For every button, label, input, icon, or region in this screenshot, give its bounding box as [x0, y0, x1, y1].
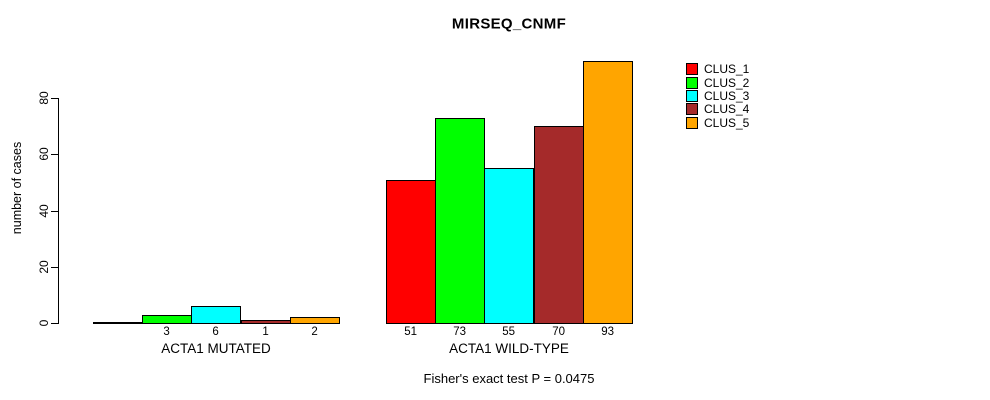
y-tick-label: 40	[37, 203, 51, 218]
bar-clus_5	[290, 317, 340, 324]
group-label: ACTA1 MUTATED	[161, 341, 271, 356]
legend-swatch-icon	[686, 63, 698, 76]
bar-value-label: 1	[262, 326, 269, 338]
y-axis-line	[58, 98, 59, 324]
legend-item: CLUS_2	[686, 75, 750, 90]
legend-item: CLUS_1	[686, 62, 750, 77]
bar-clus_4	[534, 126, 584, 324]
y-tick-label: 80	[37, 91, 51, 105]
bar-value-label: 93	[601, 326, 614, 338]
bar-clus_5	[583, 61, 633, 324]
bar-clus_1	[93, 322, 143, 324]
y-tick-mark	[51, 323, 58, 324]
y-tick-label: 0	[37, 319, 51, 327]
bar-value-label: 73	[453, 326, 466, 338]
y-tick-mark	[51, 154, 58, 156]
bar-clus_2	[435, 117, 485, 324]
legend-swatch-icon	[686, 103, 698, 116]
y-tick-mark	[51, 266, 58, 268]
bar-clus_3	[191, 306, 241, 324]
legend-item: CLUS_5	[686, 115, 750, 130]
bar-clus_2	[142, 314, 192, 324]
legend-label: CLUS_5	[704, 115, 750, 130]
bar-value-label: 6	[212, 326, 219, 338]
y-tick-mark	[51, 210, 58, 212]
legend-label: CLUS_1	[704, 62, 750, 77]
legend-item: CLUS_4	[686, 102, 750, 117]
annotation-text: Fisher's exact test P = 0.0475	[423, 371, 595, 386]
legend-label: CLUS_2	[704, 75, 750, 90]
bar-value-label: 55	[502, 326, 515, 338]
chart-title: MIRSEQ_CNMF	[451, 15, 567, 33]
group-label: ACTA1 WILD-TYPE	[449, 341, 569, 356]
bar-clus_3	[484, 168, 534, 324]
bar-clus_1	[386, 179, 436, 324]
bar-value-label: 2	[311, 326, 318, 338]
legend: CLUS_1 CLUS_2 CLUS_3 CLUS_4 CLUS_5	[686, 63, 749, 129]
y-tick-label: 20	[37, 260, 51, 274]
legend-swatch-icon	[686, 89, 698, 102]
legend-label: CLUS_3	[704, 88, 750, 103]
legend-label: CLUS_4	[704, 102, 750, 117]
legend-swatch-icon	[686, 76, 698, 89]
bar-value-label: 70	[552, 326, 565, 338]
legend-swatch-icon	[686, 116, 698, 129]
y-tick-mark	[51, 98, 58, 99]
legend-item: CLUS_3	[686, 88, 750, 103]
y-axis-label: number of cases	[10, 141, 24, 235]
y-tick-label: 60	[37, 147, 51, 161]
bar-clus_4	[241, 320, 291, 324]
bar-value-label: 51	[404, 326, 417, 338]
bar-value-label: 3	[163, 326, 170, 338]
